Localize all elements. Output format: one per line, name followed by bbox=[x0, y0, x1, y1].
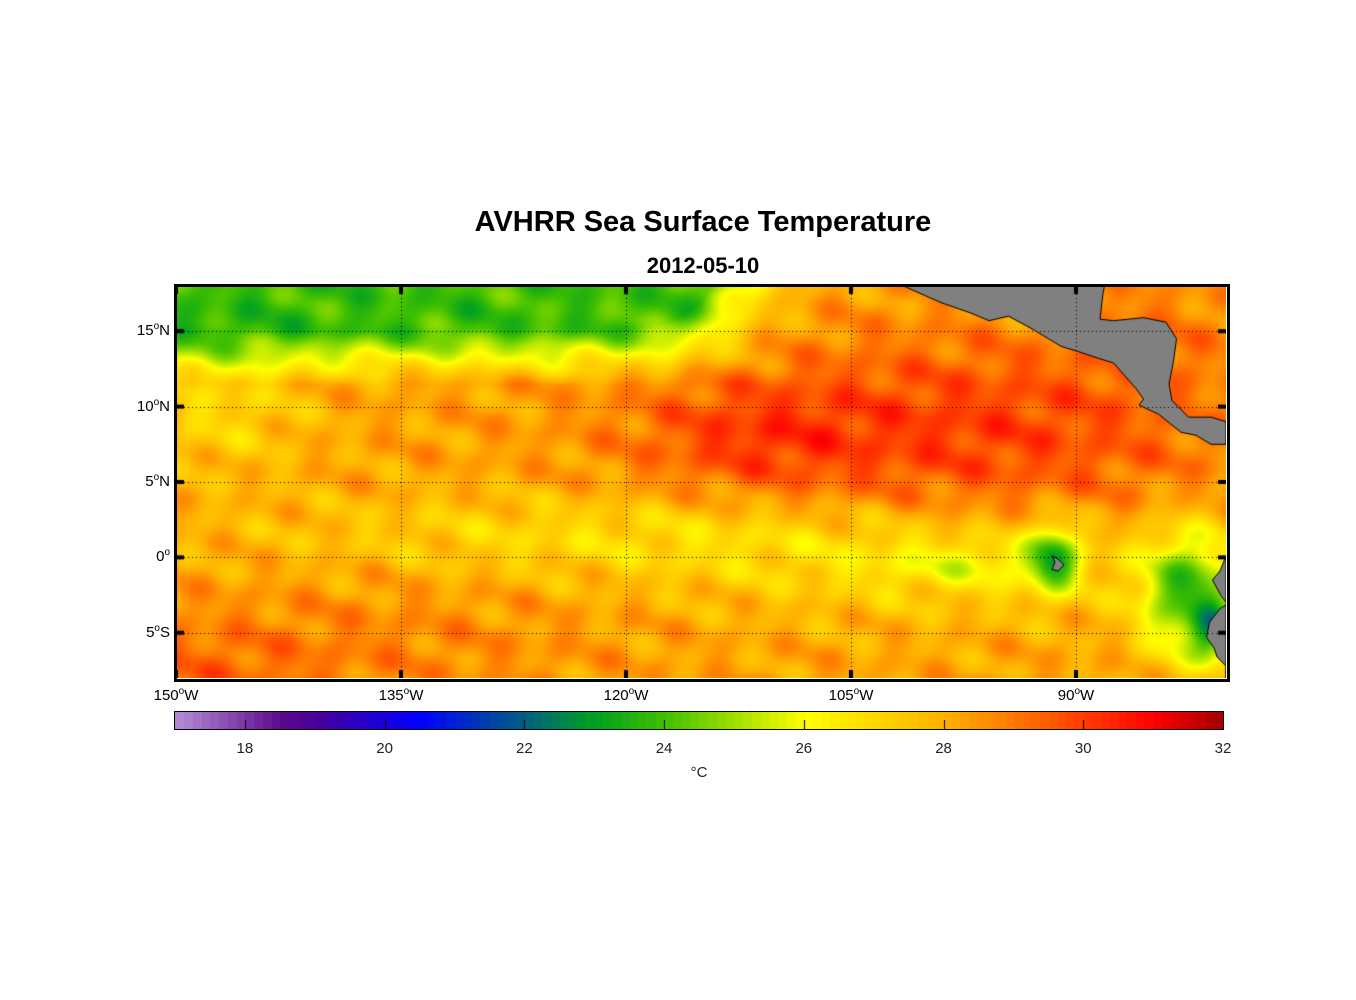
sst-map bbox=[176, 286, 1226, 678]
lon-tick-label: 120oW bbox=[604, 686, 649, 704]
hemisphere: W bbox=[184, 687, 199, 704]
tick-number: 150 bbox=[153, 687, 179, 704]
colorbar-tick: 24 bbox=[655, 740, 673, 757]
colorbar-tick: 18 bbox=[236, 740, 254, 757]
tick-number: 5 bbox=[145, 473, 154, 490]
lon-tick-label: 150oW bbox=[154, 686, 199, 704]
colorbar-tick: 22 bbox=[515, 740, 533, 757]
hemisphere: W bbox=[409, 687, 424, 704]
lat-tick-label: 5oS bbox=[146, 623, 170, 641]
hemisphere: W bbox=[634, 687, 649, 704]
tick-number: 0 bbox=[156, 548, 165, 566]
lon-tick-label: 105oW bbox=[829, 686, 874, 704]
lon-tick-label: 135oW bbox=[379, 686, 424, 704]
degree-symbol: o bbox=[154, 622, 160, 634]
degree-symbol: o bbox=[1074, 686, 1081, 697]
colorbar-tick: 32 bbox=[1214, 740, 1232, 757]
lat-tick-label: 5oN bbox=[145, 472, 170, 490]
tick-number: 90 bbox=[1057, 687, 1075, 704]
degree-symbol: o bbox=[153, 396, 160, 408]
degree-symbol: o bbox=[153, 472, 160, 483]
degree-symbol: o bbox=[164, 547, 170, 559]
colorbar-tick: 28 bbox=[935, 740, 952, 757]
tick-number: 5 bbox=[146, 623, 155, 641]
hemisphere: N bbox=[159, 473, 170, 490]
colorbar-tick: 30 bbox=[1074, 740, 1092, 757]
tick-number: 105 bbox=[828, 687, 854, 704]
degree-symbol: o bbox=[853, 686, 860, 697]
degree-symbol: o bbox=[628, 686, 635, 697]
colorbar-tick: 26 bbox=[795, 740, 813, 757]
degree-symbol: o bbox=[403, 686, 410, 697]
colorbar-unit-label: °C bbox=[690, 764, 708, 781]
tick-number: 120 bbox=[603, 687, 629, 704]
map-date: 2012-05-10 bbox=[646, 253, 760, 278]
hemisphere: N bbox=[159, 322, 170, 340]
lat-tick-label: 10oN bbox=[137, 397, 170, 415]
colorbar bbox=[174, 711, 1224, 730]
hemisphere: W bbox=[1080, 687, 1095, 704]
degree-symbol: o bbox=[178, 686, 185, 697]
lat-tick-label: 0o bbox=[156, 547, 170, 565]
tick-number: 15 bbox=[136, 322, 154, 340]
hemisphere: W bbox=[859, 687, 874, 704]
hemisphere: N bbox=[159, 397, 170, 415]
colorbar-tick: 20 bbox=[376, 740, 393, 757]
lat-tick-label: 15oN bbox=[137, 321, 170, 339]
tick-number: 135 bbox=[378, 687, 404, 704]
map-title: AVHRR Sea Surface Temperature bbox=[474, 206, 932, 238]
tick-number: 10 bbox=[136, 397, 154, 415]
hemisphere: S bbox=[159, 623, 170, 641]
lon-tick-label: 90oW bbox=[1058, 686, 1094, 704]
degree-symbol: o bbox=[153, 321, 160, 333]
